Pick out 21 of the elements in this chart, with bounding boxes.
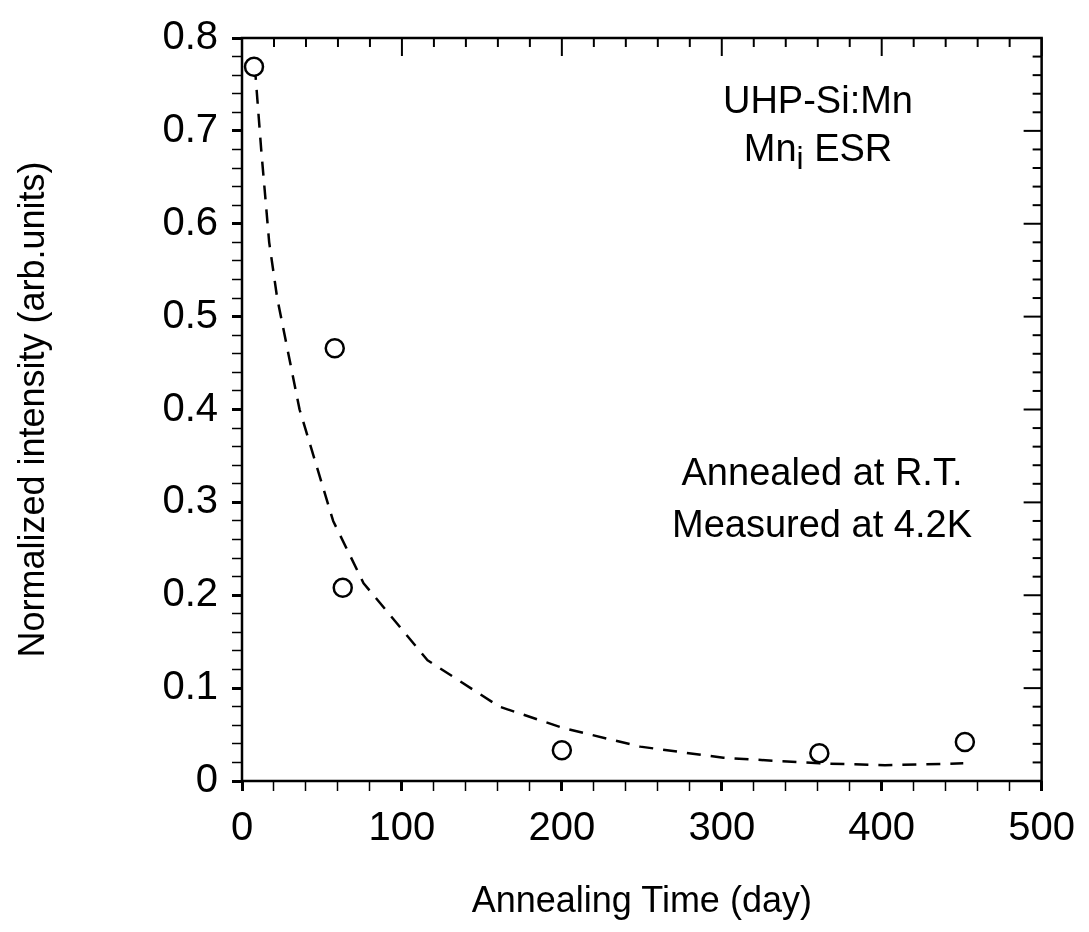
x-tick-label: 100 [368, 804, 436, 849]
y-tick-label: 0.2 [162, 570, 218, 615]
y-tick-label: 0.4 [162, 384, 218, 429]
y-tick-label: 0.5 [162, 291, 218, 336]
y-tick-label: 0.8 [162, 13, 218, 58]
y-tick-label: 0 [195, 756, 218, 801]
x-tick-label: 200 [528, 804, 596, 849]
y-tick-label: 0.3 [162, 477, 218, 522]
x-tick-label: 0 [230, 804, 254, 849]
x-axis-title: Annealing Time (day) [471, 879, 812, 921]
x-tick-label: 500 [1008, 804, 1076, 849]
annotation: UHP-Si:Mn [722, 79, 914, 121]
y-tick-label: 0.7 [162, 105, 218, 150]
y-axis-title: Normalized intensity (arb.units) [10, 161, 52, 658]
x-tick-label: 400 [848, 804, 916, 849]
y-tick-label: 0.6 [162, 198, 218, 243]
x-tick-label: 300 [688, 804, 756, 849]
annotation: Annealed at R.T. [681, 451, 963, 493]
annotation: Measured at 4.2K [672, 503, 972, 545]
annotation: Mn$_{i}$ ESR [743, 126, 893, 177]
y-tick-label: 0.1 [162, 663, 218, 708]
